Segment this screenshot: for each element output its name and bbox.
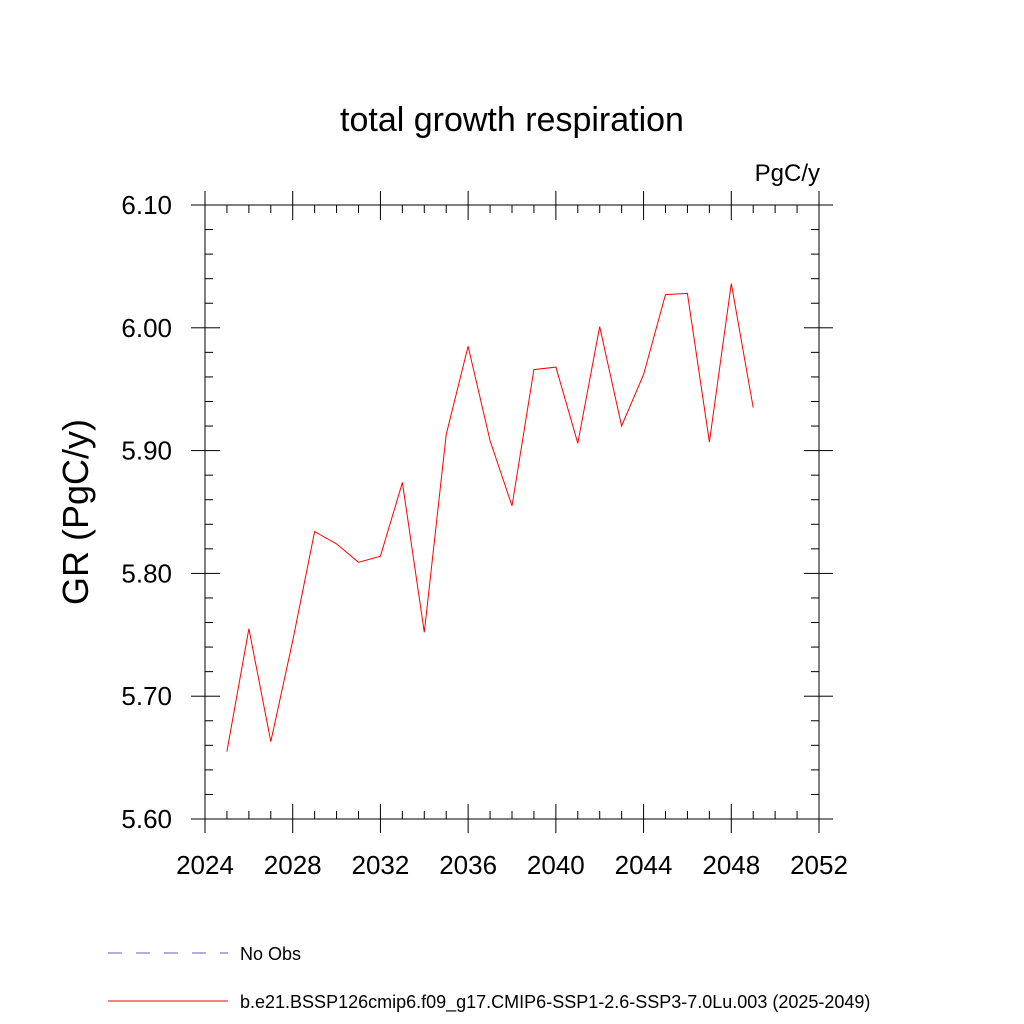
y-tick-label: 5.60 <box>121 804 172 834</box>
legend-label-no-obs: No Obs <box>240 944 301 964</box>
legend-label-model-run: b.e21.BSSP126cmip6.f09_g17.CMIP6-SSP1-2.… <box>240 992 870 1013</box>
x-tick-label: 2044 <box>615 850 673 880</box>
y-tick-label: 5.80 <box>121 558 172 588</box>
units-label: PgC/y <box>755 160 820 187</box>
y-tick-labels: 5.60 5.70 5.80 5.90 6.00 6.10 <box>121 190 172 834</box>
x-tick-labels: 2024 2028 2032 2036 2040 2044 2048 2052 <box>176 850 848 880</box>
x-tick-label: 2032 <box>352 850 410 880</box>
y-tick-label: 6.00 <box>121 313 172 343</box>
x-tick-label: 2052 <box>790 850 848 880</box>
y-tick-label: 5.70 <box>121 681 172 711</box>
x-tick-label: 2028 <box>264 850 322 880</box>
y-axis-label: GR (PgC/y) <box>55 419 96 605</box>
x-tick-label: 2048 <box>702 850 760 880</box>
x-tick-label: 2024 <box>176 850 234 880</box>
series-layer <box>226 283 754 752</box>
series-line <box>226 283 754 752</box>
axis-ticks <box>191 191 833 833</box>
plot-frame <box>204 204 820 820</box>
chart-title: total growth respiration <box>340 101 684 139</box>
x-tick-label: 2036 <box>439 850 497 880</box>
y-tick-label: 6.10 <box>121 190 172 220</box>
y-tick-label: 5.90 <box>121 436 172 466</box>
legend: No Obs b.e21.BSSP126cmip6.f09_g17.CMIP6-… <box>108 944 870 1013</box>
x-tick-label: 2040 <box>527 850 585 880</box>
